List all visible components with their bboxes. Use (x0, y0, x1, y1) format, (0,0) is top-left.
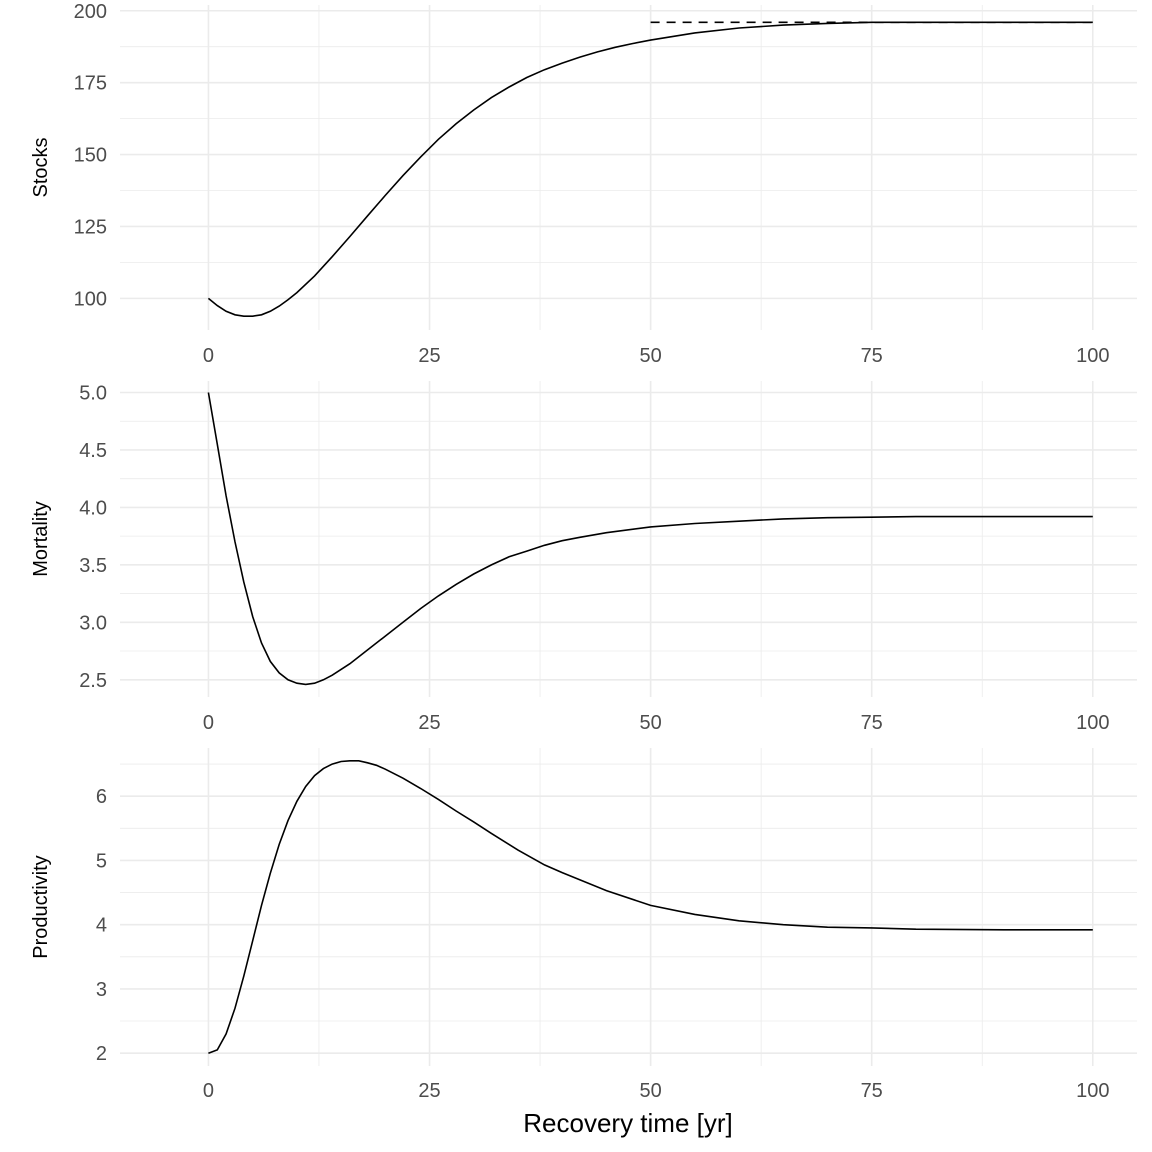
productivity-panel: 0 25 50 75 100 2 3 4 5 6 Productivity (30, 748, 1137, 1102)
productivity-x-tick-label: 50 (639, 1080, 661, 1102)
productivity-x-tick-label: 75 (861, 1080, 883, 1102)
mortality-y-tick-label: 4.0 (79, 497, 107, 519)
mortality-panel: 0 25 50 75 100 2.5 3.0 3.5 4.0 4.5 5.0 Mortality (30, 381, 1137, 734)
mortality-y-tick-label: 2.5 (79, 670, 107, 692)
mortality-x-tick-label: 75 (861, 712, 883, 734)
productivity-y-tick-label: 3 (96, 979, 107, 1001)
stocks-y-tick-label: 100 (74, 288, 107, 310)
productivity-line (208, 760, 1093, 1054)
stocks-x-tick-label: 25 (418, 345, 440, 367)
stocks-x-tick-label: 100 (1076, 345, 1109, 367)
productivity-x-tick-label: 0 (203, 1080, 214, 1102)
productivity-y-axis-title: Productivity (30, 855, 52, 958)
stocks-y-tick-label: 175 (74, 73, 107, 95)
mortality-y-tick-label: 4.5 (79, 440, 107, 462)
productivity-y-tick-label: 5 (96, 850, 107, 872)
productivity-x-tick-label: 25 (418, 1080, 440, 1102)
stocks-x-tick-label: 50 (639, 345, 661, 367)
mortality-x-tick-label: 50 (639, 712, 661, 734)
stocks-x-tick-label: 0 (203, 345, 214, 367)
stocks-y-tick-label: 200 (74, 1, 107, 23)
stocks-line (207, 21, 1093, 317)
mortality-x-tick-label: 25 (418, 712, 440, 734)
mortality-x-tick-label: 0 (203, 712, 214, 734)
stocks-panel: 0 25 50 75 100 100 125 150 175 200 Stocks (30, 1, 1137, 367)
stocks-x-tick-label: 75 (861, 345, 883, 367)
mortality-y-tick-label: 3.0 (79, 612, 107, 634)
stocks-y-tick-label: 125 (74, 216, 107, 238)
mortality-line (207, 392, 1093, 686)
productivity-y-tick-label: 2 (96, 1043, 107, 1065)
productivity-y-tick-label: 4 (96, 915, 107, 937)
mortality-x-tick-label: 100 (1076, 712, 1109, 734)
mortality-y-tick-label: 3.5 (79, 555, 107, 577)
mortality-y-tick-label: 5.0 (79, 382, 107, 404)
x-axis-title: Recovery time [yr] (523, 1108, 733, 1138)
productivity-x-tick-label: 100 (1076, 1080, 1109, 1102)
mortality-y-axis-title: Mortality (30, 501, 52, 577)
stocks-y-tick-label: 150 (74, 145, 107, 167)
stocks-y-axis-title: Stocks (30, 137, 52, 197)
productivity-y-tick-label: 6 (96, 786, 107, 808)
